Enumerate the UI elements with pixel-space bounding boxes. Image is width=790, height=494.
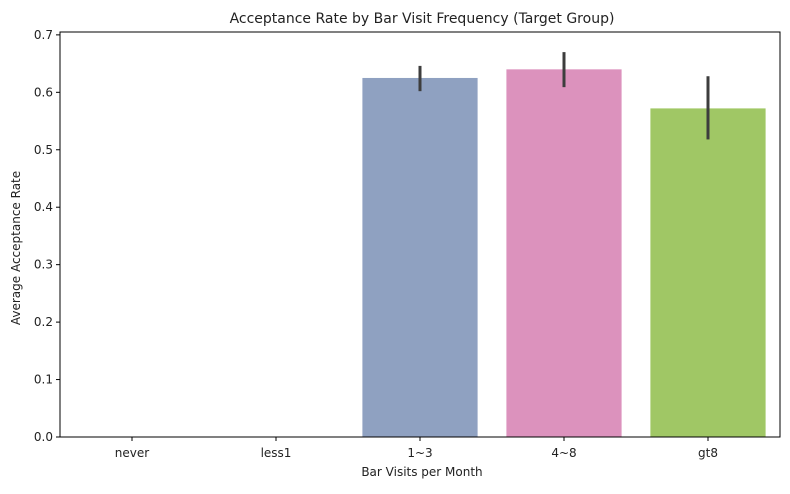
bar-3	[506, 69, 622, 437]
x-tick-label-3: 4~8	[551, 446, 576, 460]
y-axis-label: Average Acceptance Rate	[9, 171, 23, 325]
x-tick-label-4: gt8	[698, 446, 718, 460]
x-tick-label-1: less1	[261, 446, 292, 460]
bar-2	[362, 77, 478, 438]
x-tick-label-0: never	[115, 446, 149, 460]
y-tick-label-4: 0.4	[34, 200, 53, 214]
y-tick-label-1: 0.1	[34, 373, 53, 387]
bar-4	[650, 108, 766, 438]
y-tick-label-2: 0.2	[34, 315, 53, 329]
plot-area: 0.0 0.1 0.2 0.3 0.4 0.5 0.6 0.7 never less1 1~3 4~8…	[34, 28, 781, 460]
x-tick-label-2: 1~3	[407, 446, 432, 460]
y-tick-label-3: 0.3	[34, 258, 53, 272]
y-tick-label-5: 0.5	[34, 143, 53, 157]
chart-title: Acceptance Rate by Bar Visit Frequency (…	[230, 11, 615, 27]
y-tick-label-6: 0.6	[34, 85, 53, 99]
y-tick-label-0: 0.0	[34, 430, 53, 444]
x-axis-label: Bar Visits per Month	[361, 465, 482, 479]
y-tick-label-7: 0.7	[34, 28, 53, 42]
